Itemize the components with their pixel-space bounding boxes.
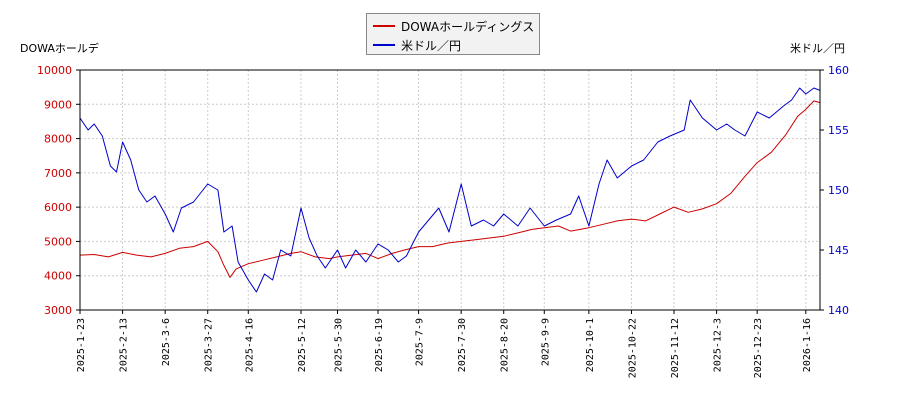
series-line-fx — [79, 87, 821, 293]
plot-area — [80, 70, 820, 310]
x-tick-label: 2025-8-20 — [500, 318, 511, 372]
right-tick-label: 150 — [828, 184, 849, 197]
x-tick-label: 2025-12-3 — [713, 318, 724, 372]
right-tick-label: 140 — [828, 304, 849, 317]
legend-item-stock: DOWAホールディングス — [373, 17, 534, 35]
left-tick-label: 10000 — [37, 64, 72, 77]
left-tick-label: 4000 — [44, 270, 72, 283]
x-tick-label: 2025-10-22 — [627, 318, 638, 378]
left-tick-label: 8000 — [44, 133, 72, 146]
x-tick-label: 2025-7-30 — [457, 318, 468, 372]
x-tick-label: 2025-4-16 — [244, 318, 255, 372]
chart-series — [79, 87, 821, 293]
legend: DOWAホールディングス 米ドル／円 — [366, 13, 540, 55]
x-tick-label: 2025-5-30 — [333, 318, 344, 372]
left-tick-label: 5000 — [44, 235, 72, 248]
right-tick-label: 155 — [828, 124, 849, 137]
series-line-stock — [79, 100, 821, 278]
x-tick-label: 2025-2-13 — [119, 318, 130, 372]
x-tick-label: 2025-5-12 — [297, 318, 308, 372]
x-tick-label: 2025-1-23 — [76, 318, 87, 372]
right-axis-title: 米ドル／円 — [790, 42, 845, 55]
chart-axes: 3000 4000 5000 6000 7000 8000 9000 10000 140 145 1… — [37, 64, 849, 378]
legend-swatch-fx — [373, 44, 395, 46]
left-tick-label: 6000 — [44, 201, 72, 214]
legend-label-fx: 米ドル／円 — [401, 38, 462, 53]
x-tick-label: 2025-12-23 — [753, 318, 764, 378]
right-tick-label: 145 — [828, 244, 849, 257]
x-tick-label: 2025-10-1 — [585, 318, 596, 372]
legend-item-fx: 米ドル／円 — [373, 36, 461, 54]
left-tick-label: 7000 — [44, 167, 72, 180]
left-tick-label: 3000 — [44, 304, 72, 317]
legend-label-stock: DOWAホールディングス — [401, 19, 535, 34]
x-tick-label: 2026-1-16 — [802, 318, 813, 372]
plot-frame — [79, 69, 821, 311]
x-tick-label: 2025-3-6 — [161, 318, 172, 366]
x-tick-label: 2025-3-27 — [204, 318, 215, 372]
left-axis-title: DOWAホールデ — [20, 42, 99, 55]
x-tick-label: 2025-11-12 — [670, 318, 681, 378]
chart-grid — [79, 69, 820, 311]
x-tick-label: 2025-7-9 — [415, 318, 426, 366]
legend-swatch-stock — [373, 25, 395, 27]
x-tick-label: 2025-6-19 — [374, 318, 385, 372]
x-tick-label: 2025-9-9 — [540, 318, 551, 366]
left-tick-label: 9000 — [44, 98, 72, 111]
right-tick-label: 160 — [828, 64, 849, 77]
